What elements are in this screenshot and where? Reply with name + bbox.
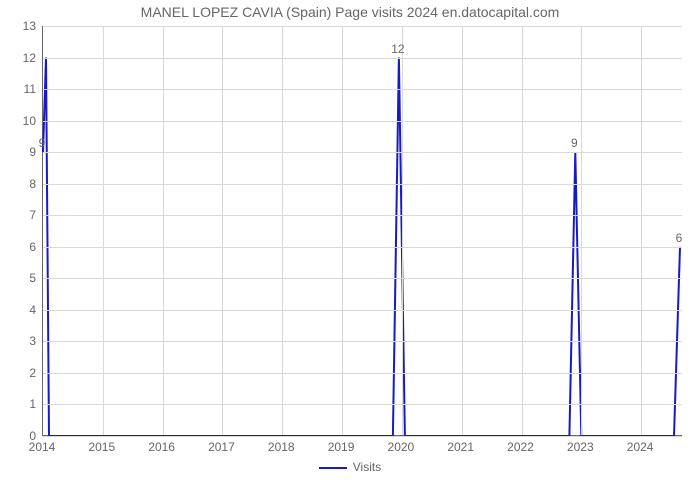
y-axis-tick-label: 6 <box>12 240 36 254</box>
gridline-vertical <box>222 26 223 435</box>
x-axis-tick-label: 2016 <box>148 440 175 454</box>
gridline-horizontal <box>43 121 682 122</box>
x-axis-tick-label: 2020 <box>388 440 415 454</box>
gridline-horizontal <box>43 58 682 59</box>
gridline-horizontal <box>43 26 682 27</box>
y-axis-tick-label: 7 <box>12 208 36 222</box>
y-axis-tick-label: 4 <box>12 303 36 317</box>
y-axis-tick-label: 8 <box>12 177 36 191</box>
y-axis-tick-label: 2 <box>12 366 36 380</box>
plot-area <box>42 26 682 436</box>
gridline-vertical <box>163 26 164 435</box>
y-axis-tick-label: 5 <box>12 271 36 285</box>
gridline-horizontal <box>43 341 682 342</box>
value-label: 12 <box>391 42 404 56</box>
gridline-vertical <box>282 26 283 435</box>
y-axis-tick-label: 10 <box>12 114 36 128</box>
chart-title: MANEL LOPEZ CAVIA (Spain) Page visits 20… <box>0 4 700 20</box>
gridline-horizontal <box>43 373 682 374</box>
gridline-vertical <box>103 26 104 435</box>
y-axis-tick-label: 13 <box>12 19 36 33</box>
x-axis-tick-label: 2022 <box>507 440 534 454</box>
x-axis-tick-label: 2019 <box>328 440 355 454</box>
gridline-horizontal <box>43 215 682 216</box>
chart-container: MANEL LOPEZ CAVIA (Spain) Page visits 20… <box>0 0 700 500</box>
gridline-horizontal <box>43 184 682 185</box>
x-axis-tick-label: 2023 <box>567 440 594 454</box>
value-label: 9 <box>39 136 46 150</box>
legend-swatch <box>319 467 347 469</box>
gridline-vertical <box>522 26 523 435</box>
value-label: 6 <box>676 231 683 245</box>
gridline-vertical <box>641 26 642 435</box>
y-axis-tick-label: 3 <box>12 334 36 348</box>
gridline-vertical <box>342 26 343 435</box>
line-series <box>43 26 683 436</box>
x-axis-tick-label: 2018 <box>268 440 295 454</box>
legend: Visits <box>0 460 700 474</box>
value-label: 9 <box>571 136 578 150</box>
y-axis-tick-label: 11 <box>12 82 36 96</box>
gridline-horizontal <box>43 436 682 437</box>
gridline-horizontal <box>43 152 682 153</box>
gridline-horizontal <box>43 404 682 405</box>
x-axis-tick-label: 2017 <box>208 440 235 454</box>
x-axis-tick-label: 2014 <box>29 440 56 454</box>
x-axis-tick-label: 2021 <box>447 440 474 454</box>
gridline-vertical <box>462 26 463 435</box>
x-axis-tick-label: 2015 <box>88 440 115 454</box>
y-axis-tick-label: 12 <box>12 51 36 65</box>
gridline-horizontal <box>43 247 682 248</box>
y-axis-tick-label: 9 <box>12 145 36 159</box>
gridline-vertical <box>581 26 582 435</box>
gridline-horizontal <box>43 278 682 279</box>
y-axis-tick-label: 1 <box>12 397 36 411</box>
legend-label: Visits <box>353 460 381 474</box>
gridline-vertical <box>402 26 403 435</box>
x-axis-tick-label: 2024 <box>627 440 654 454</box>
gridline-horizontal <box>43 310 682 311</box>
gridline-horizontal <box>43 89 682 90</box>
